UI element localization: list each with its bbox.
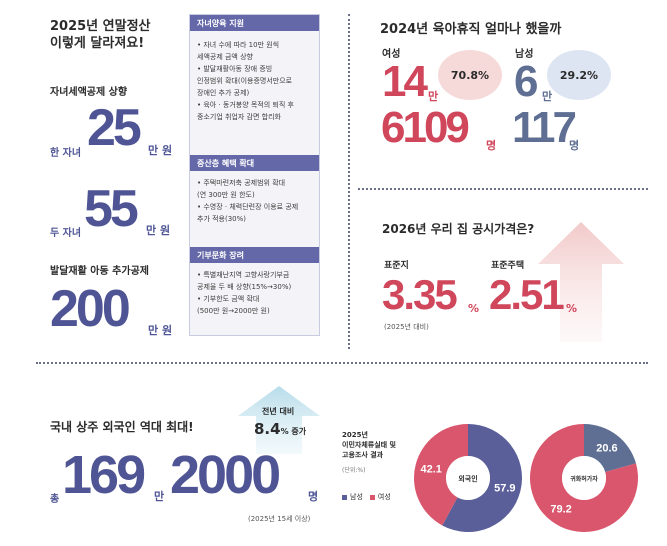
foreign-title: 국내 상주 외국인 역대 최대!	[50, 420, 194, 434]
donut-chart-foreigners: 57.9 42.1 외국인	[414, 424, 522, 532]
donut-center-label: 귀화허가자	[570, 475, 598, 483]
land-unit: %	[468, 302, 480, 315]
list-item: • 발달재활아동 장애 증빙	[197, 65, 273, 73]
foreign-man-unit: 만	[154, 490, 165, 503]
donut-center-label: 외국인	[458, 474, 477, 483]
two-child-label: 두 자녀	[50, 228, 82, 239]
male-man-unit: 만	[542, 90, 553, 103]
price-note: (2025년 대비)	[384, 323, 429, 331]
survey-unit: (단위:%)	[342, 467, 366, 474]
list-item: • 육아 · 동거봉양 목적의 퇴직 후	[197, 101, 294, 109]
legend-female-swatch	[369, 494, 375, 500]
left-title-line2: 이렇게 달라져요!	[50, 36, 145, 51]
policy-panel: 자녀양육 지원 • 자녀 수에 따라 10만 원씩 세액공제 금액 상향 • 발…	[189, 14, 320, 336]
growth-value: 8.4	[254, 420, 281, 438]
up-arrow-icon	[538, 222, 624, 342]
growth-box: 8.4% 증가	[254, 419, 306, 438]
survey-line3: 고용조사 결과	[342, 451, 384, 459]
female-pct: 70.8%	[450, 68, 490, 82]
female-man-value: 14	[382, 57, 428, 106]
panel-section2-list: • 주택마련저축 공제범위 확대 (연 300만 원 한도) • 수영장 · 체…	[197, 177, 317, 225]
female-label: 여성	[382, 49, 401, 60]
survey-title: 2025년 이민자체류실태 및 고용조사 결과	[342, 430, 396, 460]
male-label: 남성	[515, 49, 534, 60]
disabled-value: 200	[50, 280, 131, 338]
list-item: 공제율 두 배 상향(15%→30%)	[197, 283, 292, 291]
female-rest-value: 6109	[381, 103, 470, 152]
disabled-label: 발달재활 아동 추가공제	[50, 266, 149, 277]
house-value: 2.51	[489, 271, 565, 318]
one-child-unit: 만 원	[148, 144, 173, 157]
house-label: 표준주택	[491, 261, 525, 271]
pie-slice-label: 79.2	[550, 503, 571, 515]
growth-unit: % 증가	[280, 427, 307, 436]
female-rest-unit: 명	[486, 139, 497, 152]
pie-slice-label: 57.9	[494, 482, 515, 494]
legend: 남성 여성	[342, 492, 391, 502]
pie-slice-female	[530, 424, 638, 532]
donut-chart-naturalized: 20.6 79.2 귀화허가자	[530, 424, 638, 532]
panel-section1-list: • 자녀 수에 따라 10만 원씩 세액공제 금액 상향 • 발달재활아동 장애…	[197, 39, 317, 123]
pie-slice-label: 42.1	[420, 464, 441, 476]
left-title-line1: 2025년 연말정산	[50, 19, 151, 34]
list-item: 추가 적용(30%)	[197, 215, 247, 223]
pie-slice-male	[584, 424, 636, 473]
price-title: 2026년 우리 집 공시가격은?	[382, 222, 535, 236]
female-pct-bubble: 70.8%	[438, 50, 502, 100]
legend-female-label: 여성	[377, 493, 391, 501]
male-man-value: 6	[514, 57, 539, 106]
land-label: 표준지	[384, 261, 409, 271]
parental-title: 2024년 육아휴직 얼마나 했을까	[380, 22, 562, 37]
right-divider	[358, 188, 648, 190]
list-item: (500만 원→2000만 원)	[197, 307, 270, 315]
legend-male-swatch	[342, 494, 347, 500]
pie-slice-male	[442, 424, 522, 532]
list-item: 인정범위 확대(이용증명서만으로	[197, 77, 293, 85]
donut-hole	[446, 456, 490, 500]
list-item: (연 300만 원 한도)	[197, 191, 255, 199]
list-item: 중소기업 취업자 감면 합리화	[197, 113, 281, 121]
list-item: • 주택마련저축 공제범위 확대	[197, 179, 286, 187]
panel-section3-list: • 특별재난지역 고향사랑기부금 공제율 두 배 상향(15%→30%) • 기…	[197, 269, 317, 317]
left-title: 2025년 연말정산 이렇게 달라져요!	[50, 18, 151, 52]
survey-line2: 이민자체류실태 및	[342, 441, 396, 449]
list-item: • 수영장 · 체력단련장 이용료 공제	[197, 203, 299, 211]
foreign-total-label: 총	[50, 494, 60, 505]
male-rest-value: 117	[512, 103, 577, 152]
horizontal-divider	[36, 362, 648, 364]
foreign-note: (2025년 15세 이상)	[248, 515, 311, 523]
pie-slice-female	[414, 424, 468, 526]
child-credit-label: 자녀세액공제 상향	[50, 87, 128, 98]
one-child-label: 한 자녀	[50, 148, 82, 159]
land-value: 3.35	[382, 271, 458, 318]
two-child-value: 55	[84, 180, 139, 238]
donut-hole	[562, 456, 606, 500]
foreign-rest-value: 2000	[170, 445, 281, 505]
growth-arrow-icon	[238, 386, 320, 454]
vertical-divider	[348, 14, 350, 349]
foreign-rest-unit: 명	[308, 490, 319, 503]
list-item: 세액공제 금액 상향	[197, 53, 253, 61]
survey-line1: 2025년	[342, 431, 368, 439]
panel-section2-title: 중산층 혜택 확대	[190, 155, 319, 171]
list-item: • 기부한도 금액 확대	[197, 295, 260, 303]
pie-slice-label: 20.6	[596, 443, 617, 455]
disabled-unit: 만 원	[148, 324, 173, 337]
male-pct-bubble: 29.2%	[547, 50, 611, 100]
one-child-value: 25	[87, 99, 142, 157]
foreign-man-value: 169	[62, 445, 146, 505]
house-unit: %	[566, 302, 578, 315]
panel-section1-title: 자녀양육 지원	[190, 15, 319, 31]
growth-label: 전년 대비	[262, 407, 295, 416]
two-child-unit: 만 원	[146, 224, 171, 237]
list-item: • 특별재난지역 고향사랑기부금	[197, 271, 290, 279]
male-pct: 29.2%	[559, 68, 599, 82]
legend-male-label: 남성	[350, 493, 363, 501]
male-rest-unit: 명	[569, 139, 580, 152]
list-item: 장애인 추가 공제)	[197, 89, 250, 97]
female-man-unit: 만	[428, 90, 439, 103]
panel-section3-title: 기부문화 장려	[190, 247, 319, 263]
list-item: • 자녀 수에 따라 10만 원씩	[197, 41, 280, 49]
